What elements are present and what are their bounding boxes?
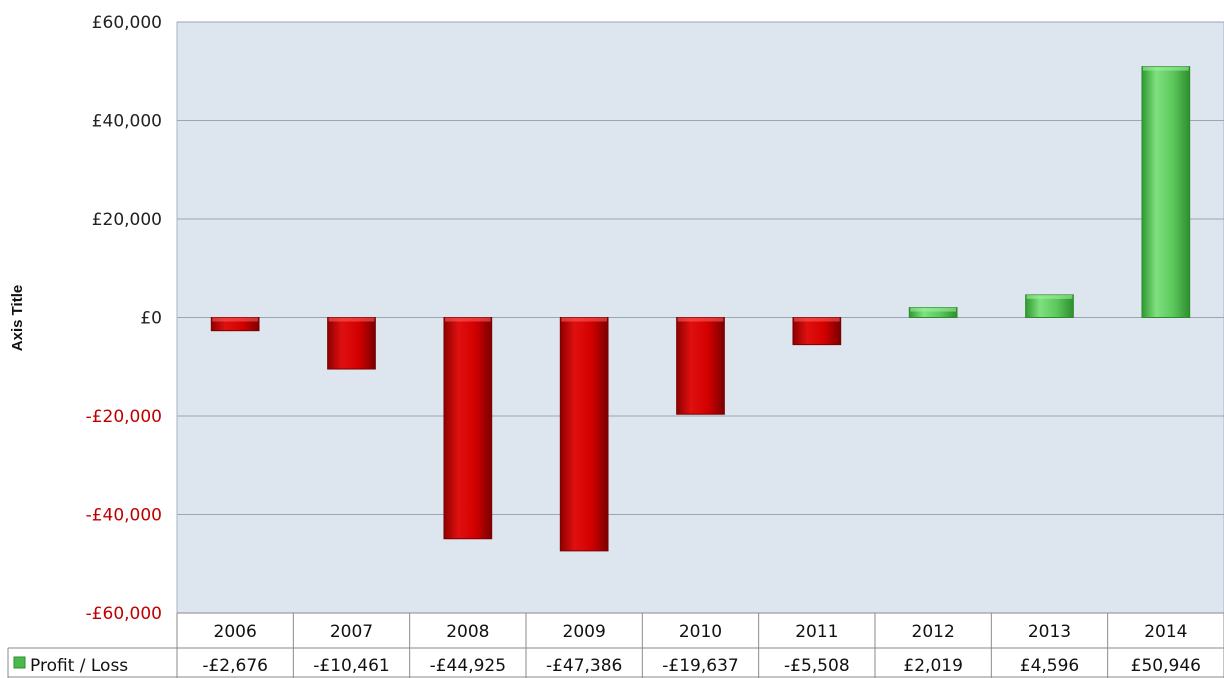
x-category-label: 2008 — [446, 622, 489, 642]
x-category-label: 2007 — [330, 622, 373, 642]
x-category-label: 2010 — [679, 622, 722, 642]
bar-cap — [444, 317, 491, 322]
x-category-label: 2006 — [214, 622, 257, 642]
y-tick-label: £0 — [140, 309, 162, 329]
bar-cap — [561, 317, 608, 322]
data-label: -£10,461 — [313, 656, 389, 676]
bar-cap — [910, 307, 957, 312]
bar-cap — [1026, 294, 1073, 299]
x-category-label: 2011 — [795, 622, 838, 642]
bar-2008 — [443, 317, 493, 540]
data-label: -£47,386 — [546, 656, 622, 676]
x-category-label: 2012 — [912, 622, 955, 642]
data-label: -£5,508 — [784, 656, 850, 676]
bar-2007 — [327, 317, 376, 370]
data-label: £4,596 — [1020, 656, 1079, 676]
bar-cap — [1142, 66, 1189, 71]
bar-cap — [212, 317, 259, 322]
y-axis-title: Axis Title — [9, 285, 26, 351]
data-label: £50,946 — [1131, 656, 1201, 676]
bar-cap — [793, 317, 840, 322]
bar-2010 — [676, 317, 725, 415]
data-label: -£2,676 — [202, 656, 268, 676]
data-label: -£19,637 — [662, 656, 738, 676]
y-tick-label: £40,000 — [92, 112, 162, 132]
bar-2009 — [559, 317, 609, 552]
y-tick-label: £60,000 — [92, 13, 162, 33]
bar-2014 — [1141, 66, 1191, 319]
x-category-label: 2013 — [1028, 622, 1071, 642]
x-category-label: 2014 — [1144, 622, 1187, 642]
y-tick-label: -£60,000 — [86, 604, 162, 624]
data-label: £2,019 — [903, 656, 962, 676]
x-category-label: 2009 — [563, 622, 606, 642]
legend-key — [13, 656, 26, 669]
y-tick-label: £20,000 — [92, 210, 162, 230]
bar-cap — [677, 317, 724, 322]
data-label: -£44,925 — [430, 656, 506, 676]
y-tick-label: -£20,000 — [86, 407, 162, 427]
bar-2011 — [792, 317, 842, 346]
legend-series-name: Profit / Loss — [30, 656, 128, 676]
y-tick-label: -£40,000 — [86, 506, 162, 526]
bar-cap — [328, 317, 375, 322]
